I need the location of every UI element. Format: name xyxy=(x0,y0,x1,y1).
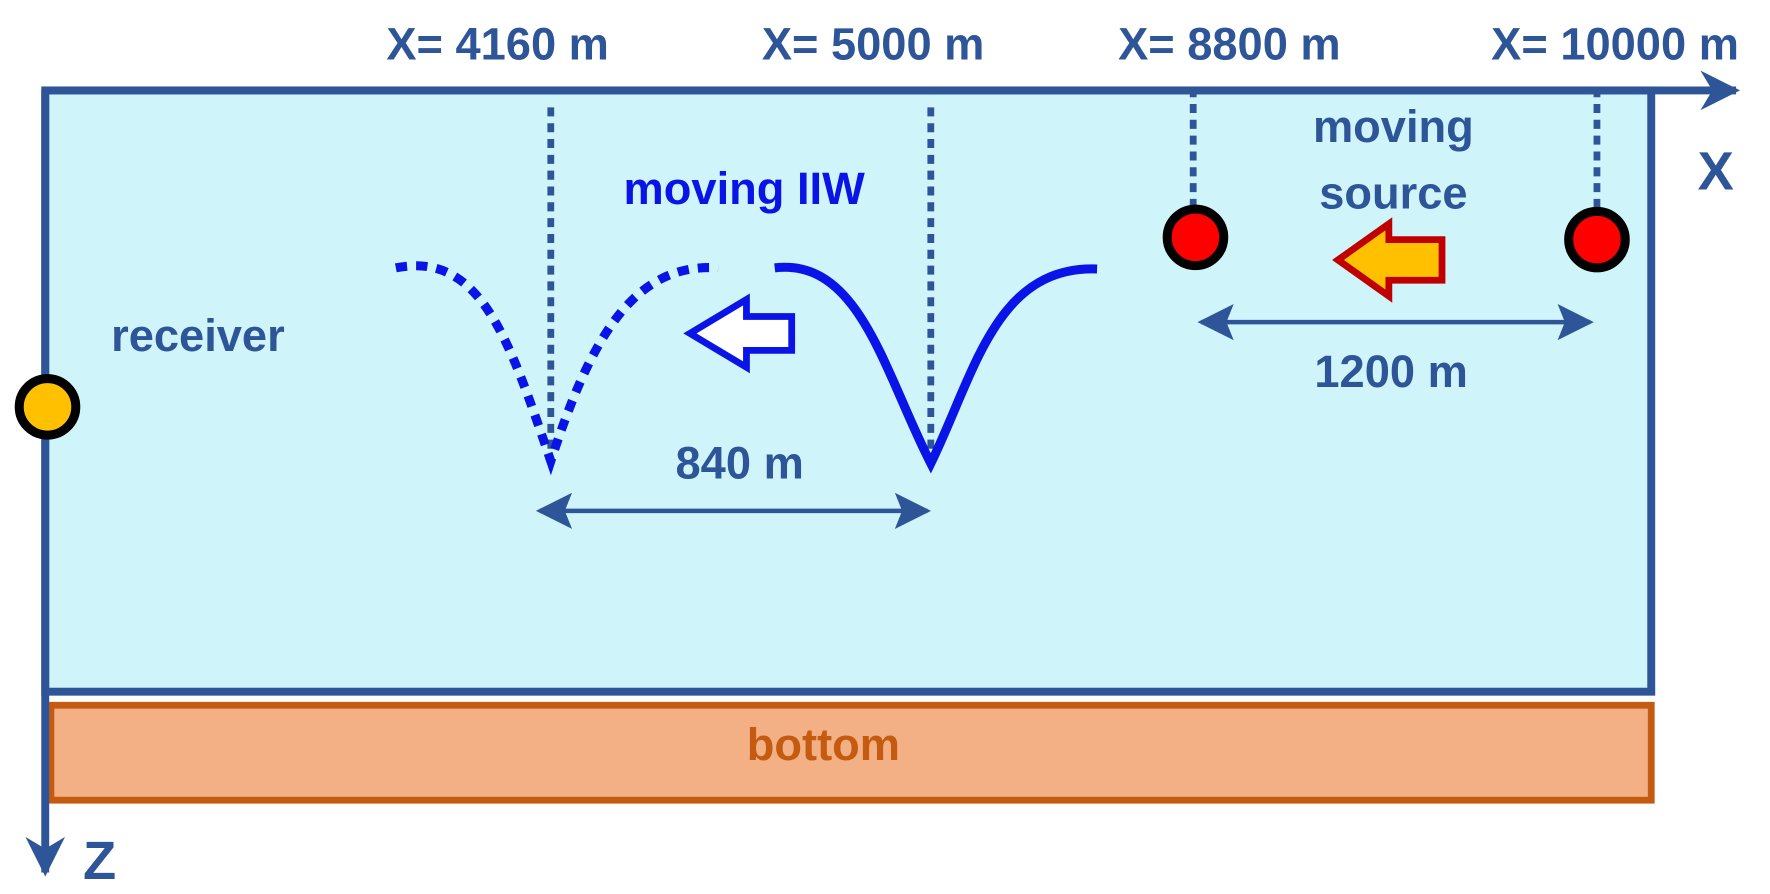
wave-direction-arrow xyxy=(683,293,796,374)
z-axis-label: Z xyxy=(83,831,116,891)
current-wave xyxy=(774,262,1098,474)
x-axis-label: X xyxy=(1698,142,1734,202)
receiver-point xyxy=(14,374,81,440)
water-column xyxy=(41,86,1656,696)
position-label: X= 5000 m xyxy=(762,18,985,69)
position-markers xyxy=(547,88,1601,458)
receiver-label: receiver xyxy=(111,310,285,361)
source-label: moving xyxy=(1313,101,1474,152)
source-spacing-label: 1200 m xyxy=(1314,346,1467,397)
source-direction-arrow xyxy=(1332,217,1446,303)
position-label: X= 4160 m xyxy=(386,18,609,69)
source xyxy=(1564,206,1630,273)
iw-label: moving IIW xyxy=(624,163,866,214)
source-label: source xyxy=(1319,168,1467,219)
position-label: X= 8800 m xyxy=(1118,18,1341,69)
bottom-layer xyxy=(47,701,1655,804)
bottom-label: bottom xyxy=(747,719,900,770)
previous-wave xyxy=(394,261,719,476)
iw-spacing-label: 840 m xyxy=(676,438,804,489)
position-label: X= 10000 m xyxy=(1491,18,1739,69)
source xyxy=(1162,204,1229,271)
